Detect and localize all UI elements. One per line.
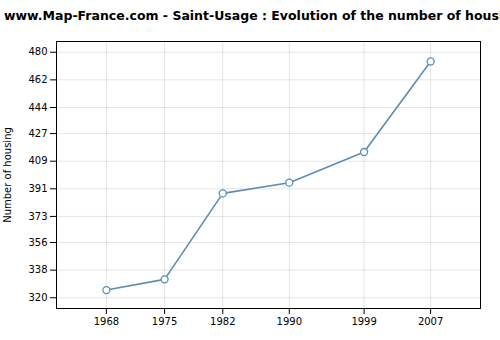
svg-text:444: 444 <box>28 102 47 113</box>
svg-text:1990: 1990 <box>277 316 302 327</box>
svg-text:1968: 1968 <box>94 316 119 327</box>
svg-text:320: 320 <box>28 292 47 303</box>
svg-text:Number of housing: Number of housing <box>2 127 13 223</box>
svg-text:1975: 1975 <box>152 316 177 327</box>
svg-text:373: 373 <box>28 211 47 222</box>
svg-text:409: 409 <box>28 155 47 166</box>
svg-text:1999: 1999 <box>351 316 376 327</box>
svg-text:338: 338 <box>28 264 47 275</box>
svg-text:356: 356 <box>28 237 47 248</box>
svg-text:1982: 1982 <box>210 316 235 327</box>
svg-text:480: 480 <box>28 46 47 57</box>
svg-text:2007: 2007 <box>418 316 443 327</box>
svg-text:427: 427 <box>28 128 47 139</box>
svg-text:391: 391 <box>28 183 47 194</box>
svg-text:462: 462 <box>28 74 47 85</box>
